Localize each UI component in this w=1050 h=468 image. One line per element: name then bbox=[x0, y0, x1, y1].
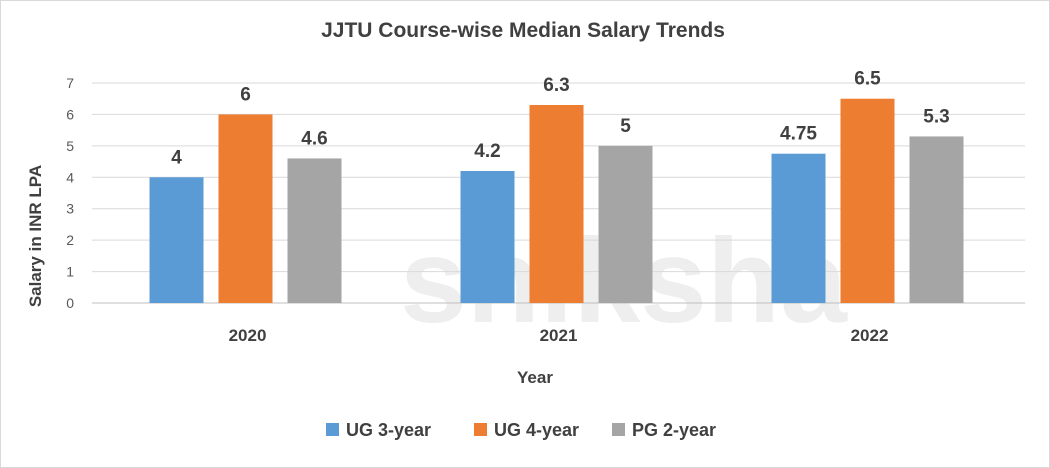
legend-swatch bbox=[474, 423, 487, 436]
legend-label: UG 3-year bbox=[346, 420, 431, 440]
legend-label: UG 4-year bbox=[494, 420, 579, 440]
legend-swatch bbox=[612, 423, 625, 436]
y-tick-label: 5 bbox=[66, 138, 74, 154]
x-axis-title: Year bbox=[517, 368, 553, 387]
data-labels: 4 6 4.6 4.2 6.3 5 4.75 6.5 5.3 bbox=[171, 69, 950, 169]
data-label: 4.2 bbox=[474, 141, 500, 162]
y-tick-label: 4 bbox=[66, 169, 74, 185]
bar-pg-2-year-2022 bbox=[909, 136, 964, 303]
y-axis-title: Salary in INR LPA bbox=[26, 165, 45, 307]
y-tick-label: 7 bbox=[66, 75, 74, 91]
bar-pg-2-year-2020 bbox=[287, 158, 342, 303]
chart-title: JJTU Course-wise Median Salary Trends bbox=[321, 19, 725, 42]
data-label: 4.6 bbox=[301, 128, 327, 149]
legend: UG 3-year UG 4-year PG 2-year bbox=[326, 420, 716, 440]
data-label: 6.5 bbox=[854, 69, 881, 90]
bar-ug-4-year-2020 bbox=[218, 114, 273, 303]
bar-ug-3-year-2021 bbox=[460, 171, 515, 303]
data-label: 5.3 bbox=[923, 106, 949, 127]
bar-ug-4-year-2021 bbox=[529, 105, 584, 303]
data-label: 4.75 bbox=[780, 124, 817, 145]
bars bbox=[149, 98, 964, 303]
data-label: 6 bbox=[240, 84, 251, 105]
y-axis-ticks: 0 1 2 3 4 5 6 7 bbox=[66, 75, 74, 311]
x-axis-categories: 2020 2021 2022 bbox=[229, 326, 889, 345]
legend-label: PG 2-year bbox=[632, 420, 716, 440]
data-label: 4 bbox=[171, 147, 182, 168]
data-label: 6.3 bbox=[543, 75, 569, 96]
y-tick-label: 6 bbox=[66, 106, 74, 122]
x-category-label: 2020 bbox=[229, 326, 267, 345]
bar-ug-3-year-2020 bbox=[149, 177, 204, 303]
y-tick-label: 2 bbox=[66, 232, 74, 248]
x-category-label: 2021 bbox=[540, 326, 578, 345]
data-label: 5 bbox=[620, 116, 631, 137]
y-tick-label: 1 bbox=[66, 264, 74, 280]
bar-ug-4-year-2022 bbox=[840, 98, 895, 303]
bar-pg-2-year-2021 bbox=[598, 145, 653, 303]
x-category-label: 2022 bbox=[851, 326, 889, 345]
bar-ug-3-year-2022 bbox=[771, 153, 826, 303]
legend-swatch bbox=[326, 423, 339, 436]
y-tick-label: 3 bbox=[66, 201, 74, 217]
y-tick-label: 0 bbox=[66, 295, 74, 311]
